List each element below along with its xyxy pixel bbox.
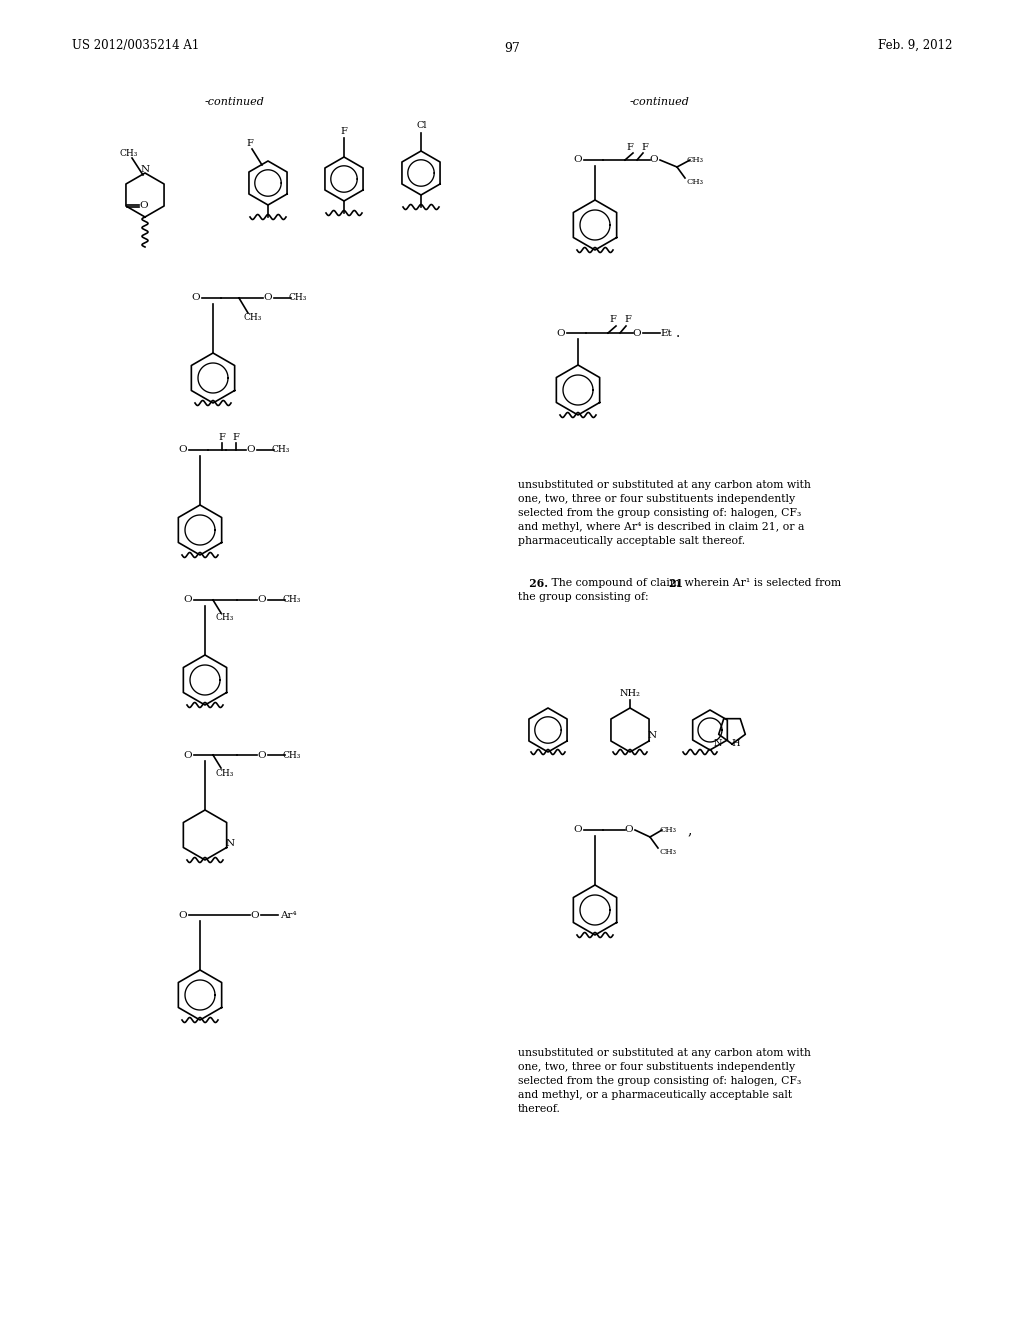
- Text: one, two, three or four substituents independently: one, two, three or four substituents ind…: [518, 1063, 795, 1072]
- Text: CH₃: CH₃: [271, 446, 290, 454]
- Text: F: F: [232, 433, 240, 441]
- Text: .: .: [676, 326, 680, 341]
- Text: O: O: [178, 911, 187, 920]
- Text: Feb. 9, 2012: Feb. 9, 2012: [878, 38, 952, 51]
- Text: O: O: [251, 911, 259, 920]
- Text: O: O: [573, 156, 583, 165]
- Text: F: F: [642, 143, 648, 152]
- Text: O: O: [573, 825, 583, 834]
- Text: Cl: Cl: [417, 121, 427, 131]
- Text: The compound of claim: The compound of claim: [548, 578, 683, 587]
- Text: O: O: [649, 156, 658, 165]
- Text: F: F: [218, 433, 225, 441]
- Text: F: F: [609, 315, 616, 325]
- Text: CH₃: CH₃: [283, 595, 301, 605]
- Text: selected from the group consisting of: halogen, CF₃: selected from the group consisting of: h…: [518, 1076, 801, 1086]
- Text: thereof.: thereof.: [518, 1104, 561, 1114]
- Text: Et: Et: [660, 329, 672, 338]
- Text: NH₂: NH₂: [620, 689, 640, 698]
- Text: O: O: [557, 329, 565, 338]
- Text: F: F: [627, 143, 634, 152]
- Text: 21: 21: [668, 578, 683, 589]
- Text: CH₃: CH₃: [686, 178, 703, 186]
- Text: ,: ,: [688, 822, 692, 837]
- Text: 97: 97: [504, 41, 520, 54]
- Text: one, two, three or four substituents independently: one, two, three or four substituents ind…: [518, 494, 795, 504]
- Text: F: F: [341, 128, 347, 136]
- Text: -continued: -continued: [630, 96, 690, 107]
- Text: O: O: [625, 825, 633, 834]
- Text: -continued: -continued: [205, 96, 265, 107]
- Text: O: O: [139, 202, 148, 210]
- Text: Ar⁴: Ar⁴: [280, 911, 296, 920]
- Text: F: F: [247, 139, 253, 148]
- Text: US 2012/0035214 A1: US 2012/0035214 A1: [72, 38, 200, 51]
- Text: CH₃: CH₃: [686, 156, 703, 164]
- Text: O: O: [258, 751, 266, 759]
- Text: O: O: [633, 329, 641, 338]
- Text: unsubstituted or substituted at any carbon atom with: unsubstituted or substituted at any carb…: [518, 1048, 811, 1059]
- Text: N: N: [714, 739, 722, 748]
- Text: O: O: [264, 293, 272, 302]
- Text: O: O: [183, 595, 193, 605]
- Text: CH₃: CH₃: [659, 847, 677, 855]
- Text: CH₃: CH₃: [120, 149, 138, 158]
- Text: O: O: [178, 446, 187, 454]
- Text: CH₃: CH₃: [216, 614, 234, 623]
- Text: CH₃: CH₃: [244, 314, 262, 322]
- Text: N: N: [140, 165, 150, 174]
- Text: O: O: [258, 595, 266, 605]
- Text: CH₃: CH₃: [659, 826, 677, 834]
- Text: 26.: 26.: [518, 578, 548, 589]
- Text: N: N: [225, 838, 234, 847]
- Text: O: O: [247, 446, 255, 454]
- Text: CH₃: CH₃: [216, 768, 234, 777]
- Text: unsubstituted or substituted at any carbon atom with: unsubstituted or substituted at any carb…: [518, 480, 811, 490]
- Text: CH₃: CH₃: [289, 293, 307, 302]
- Text: O: O: [191, 293, 201, 302]
- Text: pharmaceutically acceptable salt thereof.: pharmaceutically acceptable salt thereof…: [518, 536, 745, 546]
- Text: the group consisting of:: the group consisting of:: [518, 591, 648, 602]
- Text: H: H: [732, 739, 740, 748]
- Text: CH₃: CH₃: [283, 751, 301, 759]
- Text: F: F: [625, 315, 632, 325]
- Text: O: O: [183, 751, 193, 759]
- Text: selected from the group consisting of: halogen, CF₃: selected from the group consisting of: h…: [518, 508, 801, 517]
- Text: and methyl, or a pharmaceutically acceptable salt: and methyl, or a pharmaceutically accept…: [518, 1090, 793, 1100]
- Text: wherein Ar¹ is selected from: wherein Ar¹ is selected from: [681, 578, 841, 587]
- Text: N: N: [647, 731, 656, 741]
- Text: and methyl, where Ar⁴ is described in claim 21, or a: and methyl, where Ar⁴ is described in cl…: [518, 521, 805, 532]
